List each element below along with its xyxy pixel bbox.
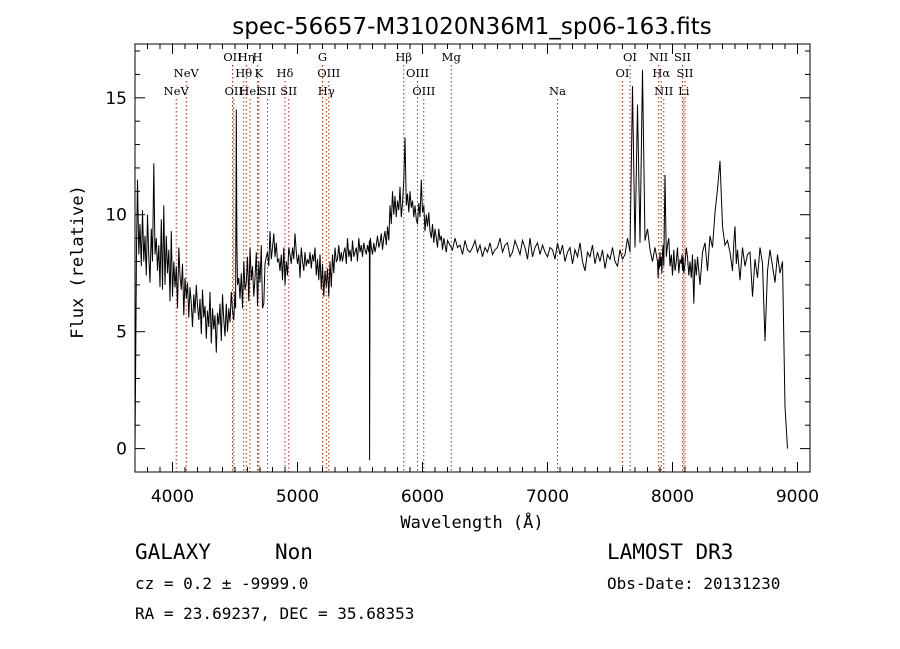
line-marker-label: Hβ: [395, 50, 412, 64]
line-marker-label: OIII: [412, 84, 435, 98]
line-marker-label: OIII: [317, 66, 340, 80]
x-axis-ticks: 4000 5000 6000 7000 8000 9000: [147, 44, 819, 507]
line-marker-label: OII: [223, 50, 242, 64]
line-marker-label: Mg: [442, 50, 462, 64]
x-tick-label: 6000: [401, 487, 444, 507]
line-marker-label: NeV: [164, 84, 190, 98]
object-class: GALAXY: [135, 540, 211, 564]
obs-date-text: Obs-Date: 20131230: [607, 574, 780, 593]
line-marker-label: Li: [678, 84, 690, 98]
line-marker-label: Hα: [652, 66, 670, 80]
line-marker-label: NeV: [174, 66, 200, 80]
object-subclass: Non: [275, 540, 313, 564]
emission-line-markers: [175, 65, 686, 472]
emission-line-labels: NeVNeVOIIOIIHηHθHeIHKSIIHδSIIGOIIIHγHβOI…: [164, 50, 694, 98]
line-marker-label: OIII: [406, 66, 429, 80]
spectrum-line: [134, 69, 788, 461]
line-marker-label: HeI: [239, 84, 260, 98]
y-tick-label: 0: [116, 440, 127, 460]
y-tick-label: 10: [105, 206, 127, 226]
x-tick-label: 5000: [276, 487, 319, 507]
x-tick-label: 8000: [651, 487, 694, 507]
chart-title: spec-56657-M31020N36M1_sp06-163.fits: [232, 14, 711, 40]
x-tick-label: 9000: [776, 487, 819, 507]
line-marker-label: OII: [224, 84, 243, 98]
line-marker-label: K: [254, 66, 263, 80]
survey-name: LAMOST DR3: [607, 540, 733, 564]
redshift-text: cz = 0.2 ± -9999.0: [135, 574, 308, 593]
line-marker-label: Na: [549, 84, 566, 98]
coordinates-text: RA = 23.69237, DEC = 35.68353: [135, 604, 414, 623]
y-axis-ticks: 0 5 10 15: [105, 50, 810, 473]
line-marker-label: SII: [674, 50, 691, 64]
line-marker-label: NII: [649, 50, 668, 64]
line-marker-label: H: [252, 50, 262, 64]
line-marker-label: Hδ: [277, 66, 294, 80]
line-marker-label: OI: [623, 50, 637, 64]
line-marker-label: G: [318, 50, 327, 64]
x-tick-label: 4000: [151, 487, 194, 507]
x-axis-label: Wavelength (Å): [400, 511, 543, 533]
line-marker-label: Hγ: [318, 84, 335, 98]
line-marker-label: SII: [280, 84, 297, 98]
line-marker-label: SII: [677, 66, 694, 80]
line-marker-label: Hθ: [235, 66, 252, 80]
line-marker-label: NII: [654, 84, 673, 98]
y-tick-label: 5: [116, 323, 127, 343]
y-axis-label: Flux (relative): [68, 185, 88, 339]
y-tick-label: 15: [105, 89, 127, 109]
line-marker-label: OI: [616, 66, 630, 80]
line-marker-label: SII: [259, 84, 276, 98]
line-marker-label: Hη: [238, 50, 255, 64]
x-tick-label: 7000: [526, 487, 569, 507]
